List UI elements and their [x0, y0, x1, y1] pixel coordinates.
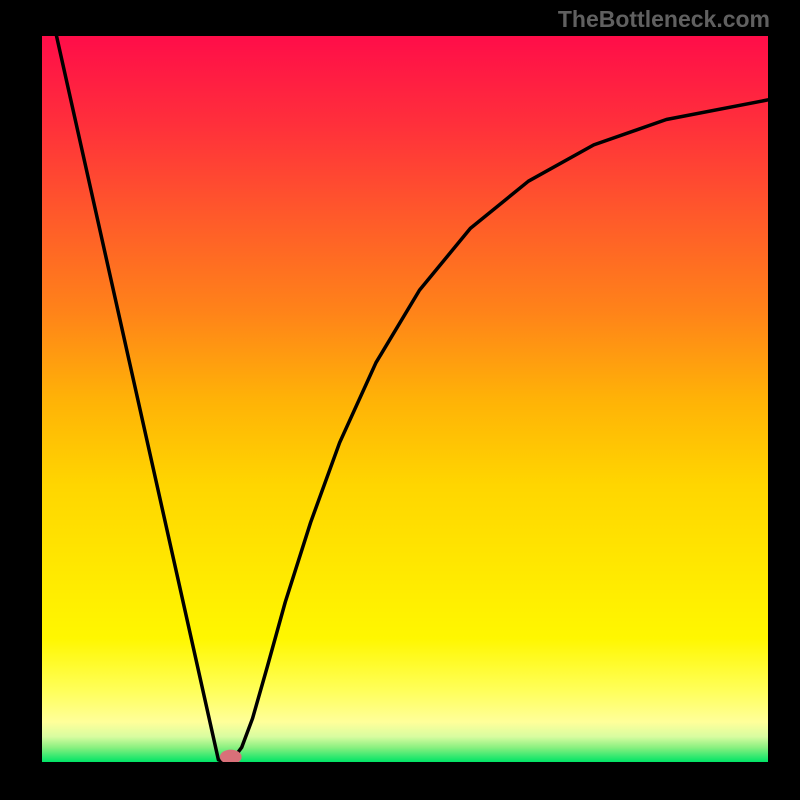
- watermark-text: TheBottleneck.com: [558, 6, 770, 33]
- gradient-chart: [42, 36, 768, 762]
- gradient-background: [42, 36, 768, 762]
